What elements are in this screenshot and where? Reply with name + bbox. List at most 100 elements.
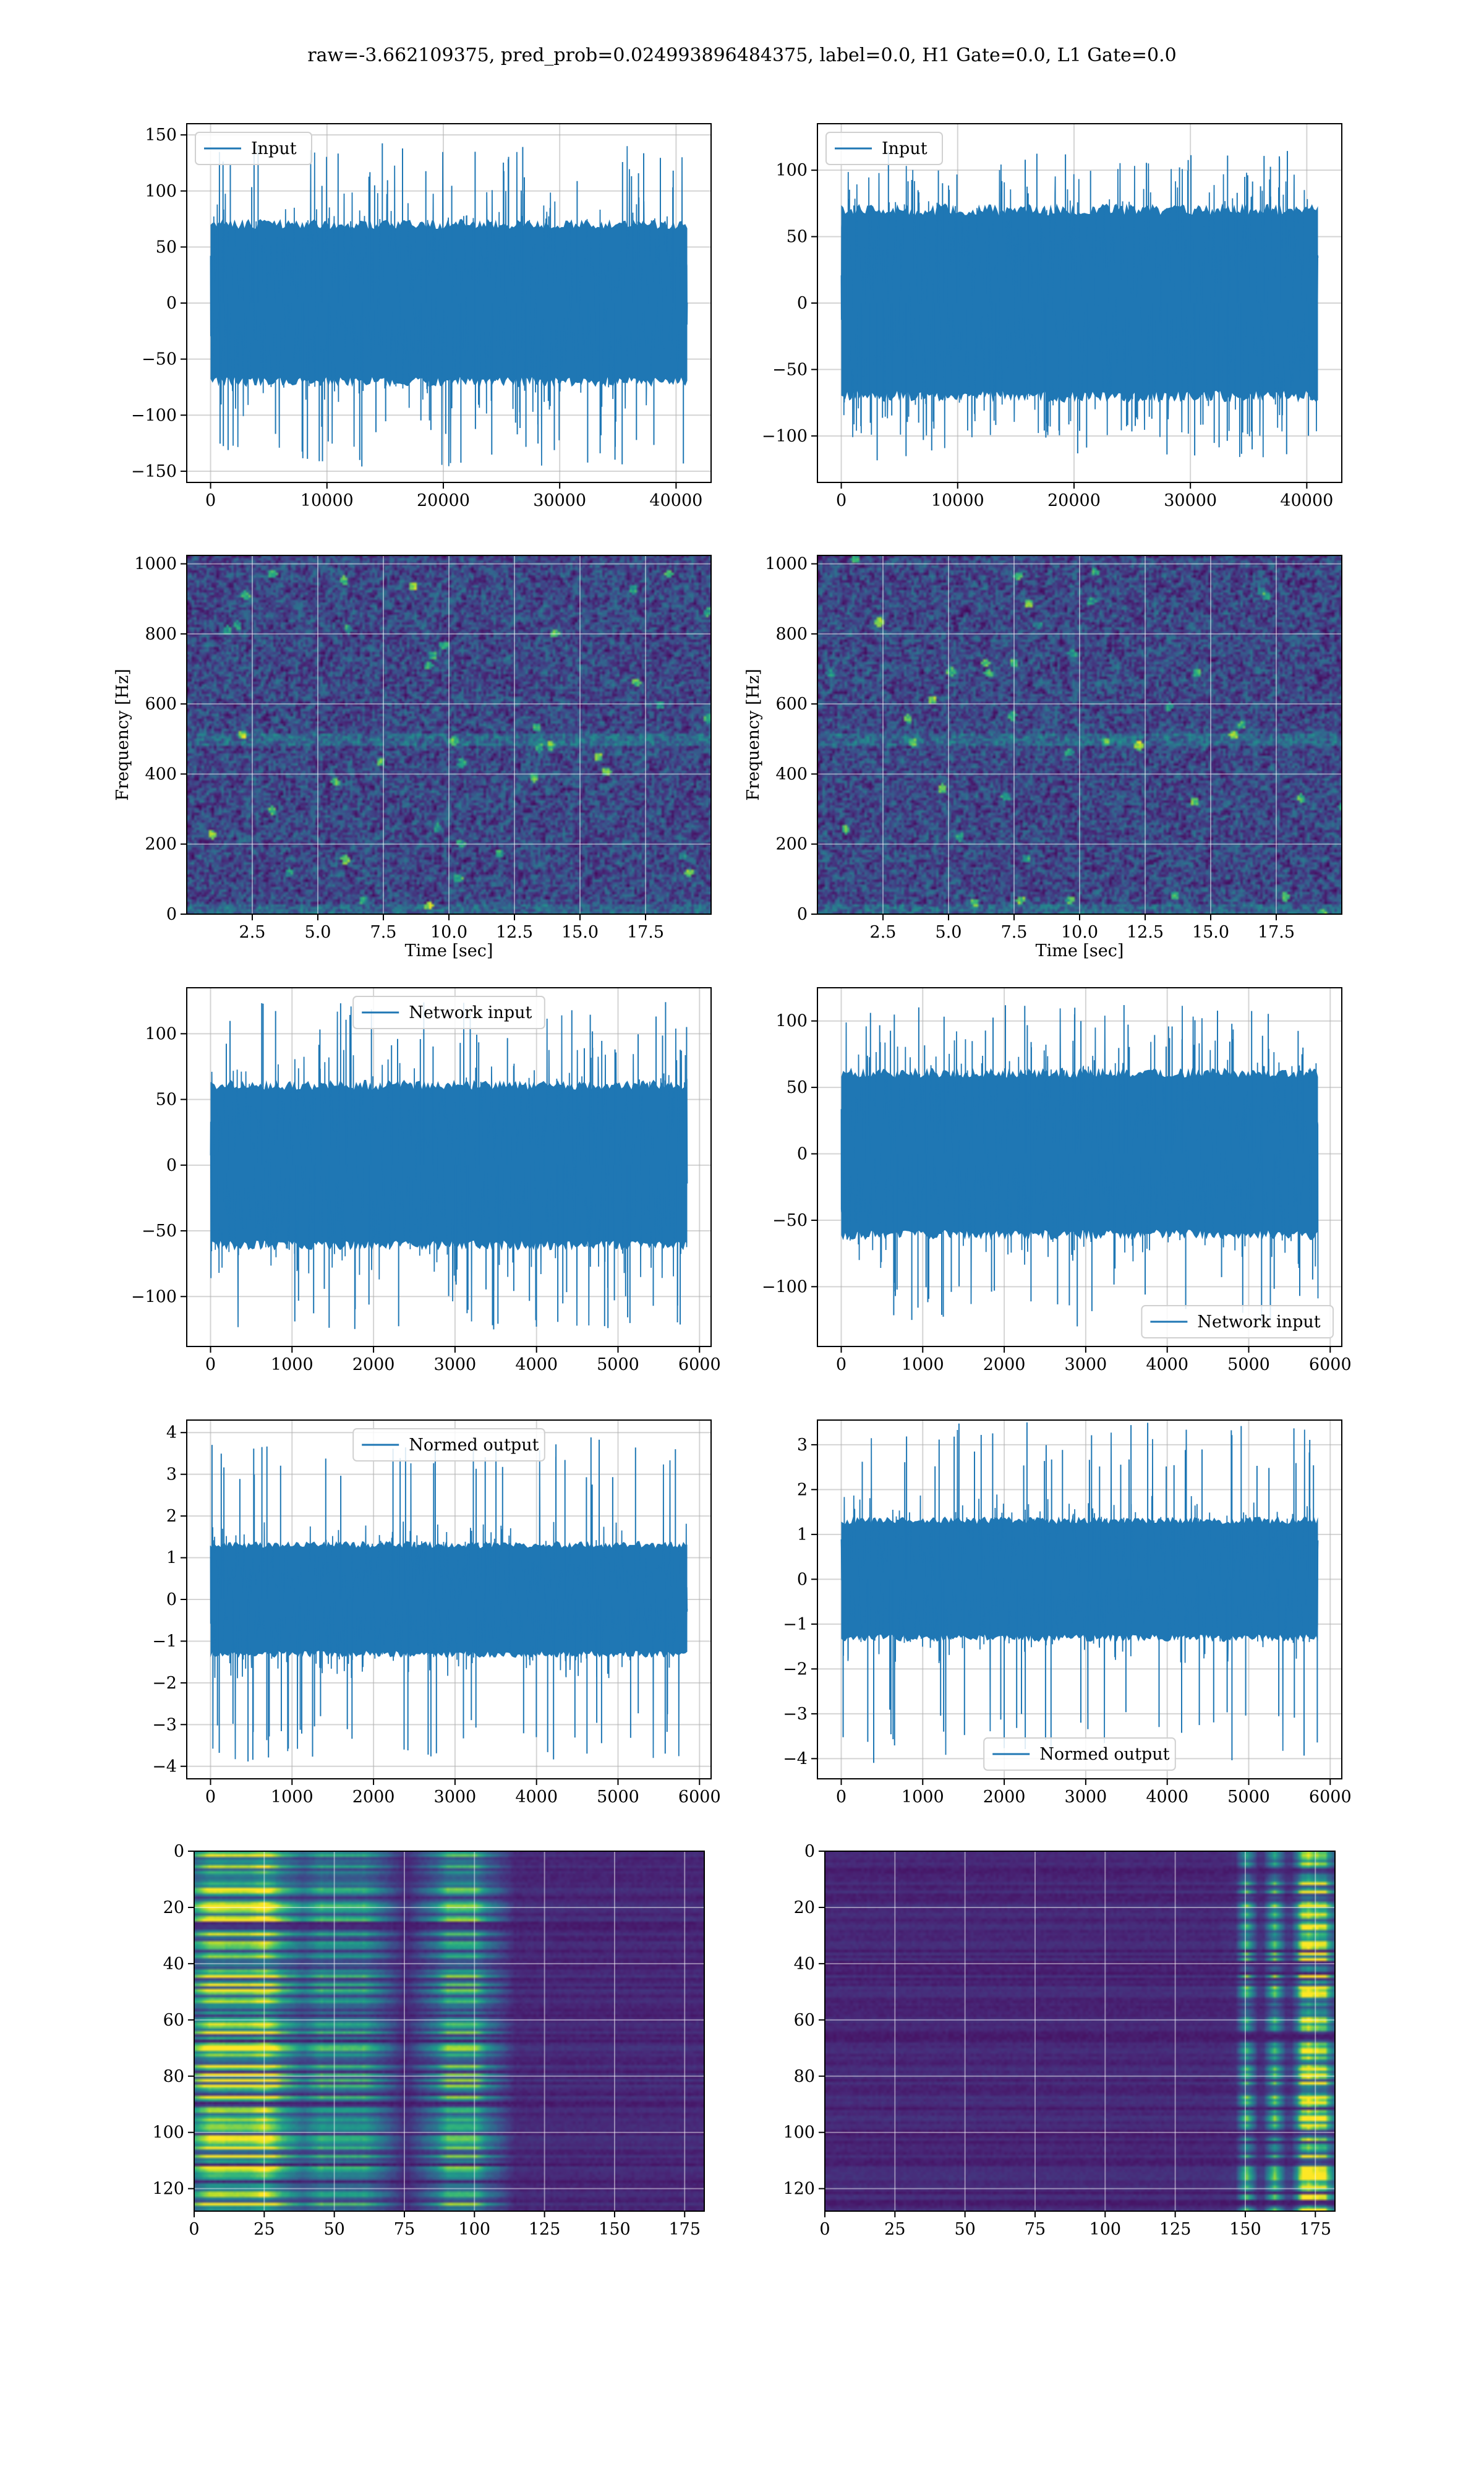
x-tick-label: 17.5	[627, 923, 664, 942]
x-tick-label: 25	[884, 2220, 905, 2239]
x-tick-label: 175	[668, 2220, 701, 2239]
y-tick-label: 3	[166, 1465, 177, 1484]
x-tick-label: 40000	[1280, 491, 1333, 510]
y-tick-label: 0	[166, 1156, 177, 1175]
legend-label: Input	[882, 139, 927, 158]
x-tick-label: 3000	[1065, 1787, 1107, 1807]
series-spikes	[211, 1437, 676, 1761]
axes-frame	[817, 1419, 1342, 1779]
x-tick-label: 2000	[983, 1355, 1026, 1374]
legend-label: Network input	[1197, 1312, 1320, 1332]
x-tick-label: 0	[836, 1355, 846, 1374]
x-tick-label: 2.5	[239, 923, 266, 942]
x-tick-label: 25	[254, 2220, 275, 2239]
x-tick-label: 2.5	[870, 923, 897, 942]
legend-box	[352, 996, 545, 1029]
y-tick-label: 20	[794, 1898, 815, 1917]
x-tick-label: 1000	[902, 1355, 944, 1374]
x-tick-label: 20000	[1047, 491, 1101, 510]
y-tick-label: 1	[797, 1525, 808, 1544]
x-tick-label: 30000	[533, 491, 586, 510]
y-tick-label: 1000	[134, 555, 177, 574]
y-tick-label: 50	[156, 1090, 177, 1110]
y-tick-label: 3	[797, 1436, 808, 1455]
y-tick-label: 400	[775, 764, 808, 784]
y-tick-label: −4	[152, 1757, 177, 1776]
y-tick-label: 100	[783, 2123, 815, 2142]
y-tick-label: −100	[131, 406, 177, 425]
x-tick-label: 150	[599, 2220, 631, 2239]
y-tick-label: −50	[772, 1211, 808, 1230]
y-tick-label: 0	[166, 294, 177, 313]
series-spikes	[869, 1005, 1313, 1327]
y-tick-label: 120	[152, 2180, 184, 2199]
x-tick-label: 12.5	[1127, 923, 1164, 942]
series-spikes	[842, 1422, 1318, 1763]
y-tick-label: −3	[783, 1705, 808, 1724]
y-tick-label: −150	[131, 462, 177, 481]
y-tick-label: −1	[152, 1632, 177, 1651]
y-tick-label: 1000	[765, 555, 808, 574]
axes-frame	[817, 987, 1342, 1347]
x-tick-label: 5000	[1227, 1355, 1270, 1374]
y-tick-label: −50	[142, 1222, 177, 1241]
x-tick-label: 15.0	[561, 923, 599, 942]
y-tick-label: 0	[797, 905, 808, 924]
y-tick-label: 1	[166, 1549, 177, 1568]
x-tick-label: 10.0	[1061, 923, 1098, 942]
x-tick-label: 5000	[597, 1355, 639, 1374]
x-axis-label: Time [sec]	[1036, 941, 1124, 961]
axes-frame	[186, 987, 712, 1347]
y-tick-label: 2	[166, 1507, 177, 1526]
x-tick-label: 4000	[1146, 1355, 1188, 1374]
y-tick-label: 60	[794, 2011, 815, 2030]
x-tick-label: 40000	[649, 491, 702, 510]
legend-box	[983, 1737, 1176, 1771]
axes-frame	[817, 123, 1342, 483]
x-axis-label: Time [sec]	[405, 941, 493, 961]
spectrogram-image	[187, 555, 711, 914]
x-tick-label: 0	[205, 491, 216, 510]
x-tick-label: 4000	[1146, 1787, 1188, 1807]
series-line	[840, 1429, 1319, 1755]
x-tick-label: 6000	[1309, 1355, 1352, 1374]
x-tick-label: 5000	[1227, 1787, 1270, 1807]
x-tick-label: 12.5	[496, 923, 533, 942]
y-tick-label: −2	[783, 1659, 808, 1679]
y-tick-label: −2	[152, 1674, 177, 1693]
x-tick-label: 100	[459, 2220, 491, 2239]
y-axis-label: Frequency [Hz]	[113, 669, 132, 800]
x-tick-label: 20000	[417, 491, 470, 510]
x-tick-label: 3000	[434, 1787, 477, 1807]
y-tick-label: 600	[145, 695, 177, 714]
legend: Network input	[352, 996, 545, 1029]
axes-frame	[817, 555, 1342, 915]
x-tick-label: 125	[529, 2220, 561, 2239]
axes-frame	[194, 1851, 705, 2212]
y-tick-label: 40	[794, 1954, 815, 1974]
network-input-h1-panel: 0 1000 2000 3000 4000 5000 6000 −100 −50 0 50 100 Ne…	[131, 987, 721, 1374]
legend-box	[825, 132, 943, 165]
x-tick-label: 75	[394, 2220, 415, 2239]
input-l1-panel: 0 10000 20000 30000 40000 −100 −50 0 50 100 Input	[762, 123, 1342, 510]
y-tick-label: 2	[797, 1480, 808, 1499]
y-tick-label: 4	[166, 1423, 177, 1442]
x-tick-label: 6000	[678, 1355, 721, 1374]
axes-frame	[824, 1851, 1336, 2212]
y-tick-label: 200	[145, 835, 177, 854]
x-tick-label: 30000	[1164, 491, 1217, 510]
x-tick-label: 5000	[597, 1787, 639, 1807]
legend-label: Normed output	[409, 1436, 539, 1455]
axes-frame	[186, 123, 712, 483]
x-tick-label: 4000	[515, 1787, 558, 1807]
spectrogram-h1-panel: 2.5 5.0 7.5 10.0 12.5 15.0 17.5 0 200 400 600 800 10…	[113, 555, 712, 961]
y-tick-label: 200	[775, 835, 808, 854]
x-tick-label: 5.0	[936, 923, 962, 942]
y-tick-label: 600	[775, 695, 808, 714]
spectrogram-image	[817, 555, 1342, 914]
legend-box	[352, 1428, 545, 1462]
legend: Input	[195, 132, 312, 165]
x-tick-label: 10.0	[430, 923, 467, 942]
x-tick-label: 6000	[678, 1787, 721, 1807]
